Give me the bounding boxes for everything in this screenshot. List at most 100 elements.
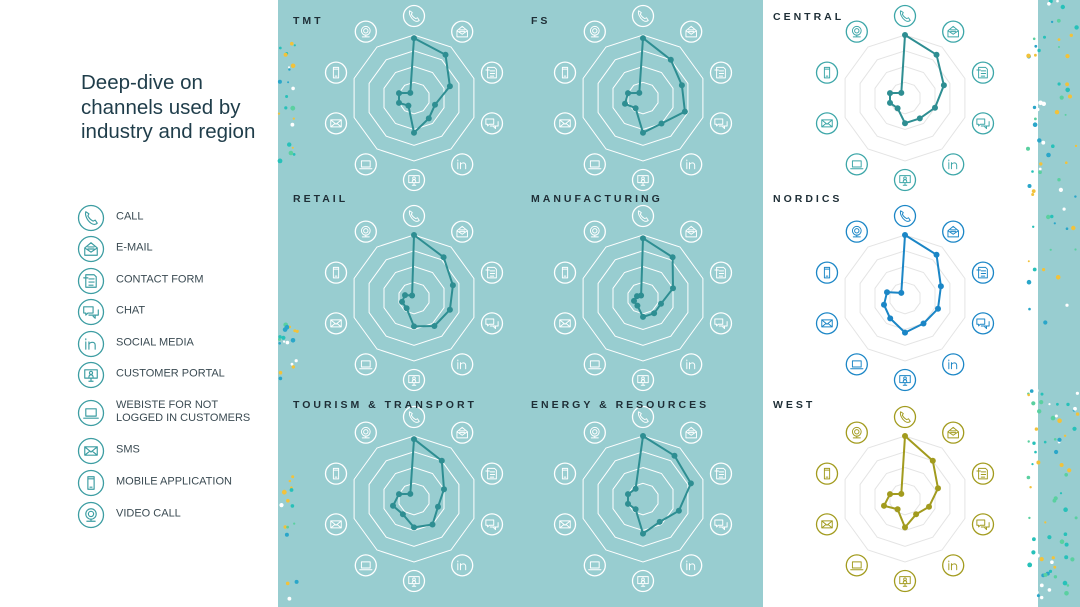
data-point-customer-portal [640, 313, 646, 320]
email-icon [942, 20, 965, 43]
confetti-dot [1063, 532, 1068, 536]
confetti-dot [1065, 161, 1068, 164]
chart-title: RETAIL [293, 193, 349, 205]
confetti-dot [1075, 391, 1079, 395]
webcam-icon [583, 421, 606, 444]
data-point-webiste-for-not-logged-in-customers [634, 302, 641, 309]
confetti-dot [1040, 392, 1044, 396]
chat-icon [971, 513, 995, 536]
confetti-dot [284, 106, 288, 110]
legend-item-call: CALL [77, 204, 277, 232]
data-point-webiste-for-not-logged-in-customers [887, 315, 894, 322]
confetti-dot [1067, 468, 1072, 473]
chat-icon [77, 298, 105, 326]
data-point-sms [622, 100, 628, 107]
confetti-dot [1043, 440, 1047, 444]
customer-portal-icon [402, 569, 426, 593]
confetti-dot [278, 337, 281, 341]
confetti-dot [291, 475, 295, 479]
data-point-e-mail [669, 254, 676, 261]
confetti-dot [1036, 107, 1040, 112]
data-point-e-mail [667, 56, 674, 63]
data-point-social-media [429, 521, 436, 528]
confetti-dot [1034, 117, 1037, 121]
mobile-icon [77, 469, 105, 497]
data-point-contact-form [446, 83, 453, 90]
confetti-dot [287, 142, 292, 147]
confetti-dot [1057, 82, 1061, 86]
sms-icon [553, 112, 577, 135]
confetti-dot [1055, 275, 1061, 280]
grid-ring [353, 234, 475, 362]
data-point-contact-form [935, 485, 941, 492]
confetti-dot [290, 105, 296, 111]
grid-ring [597, 451, 689, 547]
webcam-icon [845, 220, 868, 243]
confetti-dot [1043, 35, 1046, 39]
legend-label: SMS [116, 443, 140, 456]
confetti-dot [293, 44, 296, 47]
confetti-dot [1042, 268, 1046, 272]
data-point-webiste-for-not-logged-in-customers [894, 506, 901, 513]
grid-ring [844, 435, 966, 563]
data-point-video-call [898, 490, 905, 497]
phone-icon [631, 405, 655, 429]
confetti-dot [278, 342, 282, 345]
data-point-customer-portal [411, 524, 417, 531]
webcam-icon [845, 421, 868, 444]
webcam-icon [354, 20, 377, 43]
confetti-dot [281, 335, 286, 340]
confetti-dot [290, 41, 294, 46]
data-point-sms [399, 298, 405, 305]
data-point-video-call [407, 89, 414, 96]
grid-ring [859, 250, 951, 346]
legend-item-video-call: VIDEO CALL [77, 501, 277, 529]
data-point-e-mail [933, 251, 940, 258]
confetti-dot [285, 581, 290, 586]
legend-label: CUSTOMER PORTAL [116, 367, 225, 380]
linkedin-icon [680, 153, 703, 176]
data-point-e-mail [438, 457, 445, 464]
legend-item-email: E-MAIL [77, 235, 277, 263]
customer-portal-icon [402, 368, 426, 392]
data-point-webiste-for-not-logged-in-customers [632, 506, 639, 513]
confetti-dot [1032, 105, 1037, 110]
webcam-icon [583, 20, 606, 43]
confetti-dot [285, 340, 290, 345]
confetti-dot [1034, 450, 1037, 454]
confetti-dot [290, 338, 296, 343]
data-point-chat [935, 305, 941, 312]
mobile-icon [815, 462, 839, 485]
confetti-dot [290, 122, 295, 127]
linkedin-icon [942, 554, 965, 577]
legend-item-social-media: SOCIAL MEDIA [77, 330, 277, 358]
confetti-dot [1057, 437, 1062, 442]
email-icon [680, 20, 703, 43]
confetti-dot [293, 522, 296, 525]
sms-icon [553, 312, 577, 335]
data-point-mobile-application [625, 90, 631, 97]
data-point-sms [396, 99, 402, 106]
data-point-mobile-application [396, 491, 402, 498]
confetti-dot [1073, 406, 1077, 411]
phone-icon [631, 204, 655, 228]
confetti-dot [1031, 463, 1034, 466]
data-point-video-call [409, 292, 416, 299]
data-point-sms [887, 99, 893, 106]
confetti-dot [278, 335, 282, 339]
confetti-dot [1057, 418, 1062, 424]
data-point-chat [675, 507, 682, 514]
confetti-dot [1032, 2, 1037, 7]
data-point-e-mail [929, 457, 936, 464]
linkedin-icon [451, 554, 474, 577]
radar-chart-tmt [324, 4, 504, 192]
confetti-dot [1069, 33, 1074, 37]
confetti-dot [1036, 591, 1039, 594]
confetti-dot [1056, 402, 1059, 406]
confetti-dot [290, 362, 294, 366]
data-point-sms [881, 301, 887, 308]
laptop-icon [583, 353, 606, 376]
chat-icon [480, 513, 504, 536]
confetti-dot [283, 340, 286, 343]
